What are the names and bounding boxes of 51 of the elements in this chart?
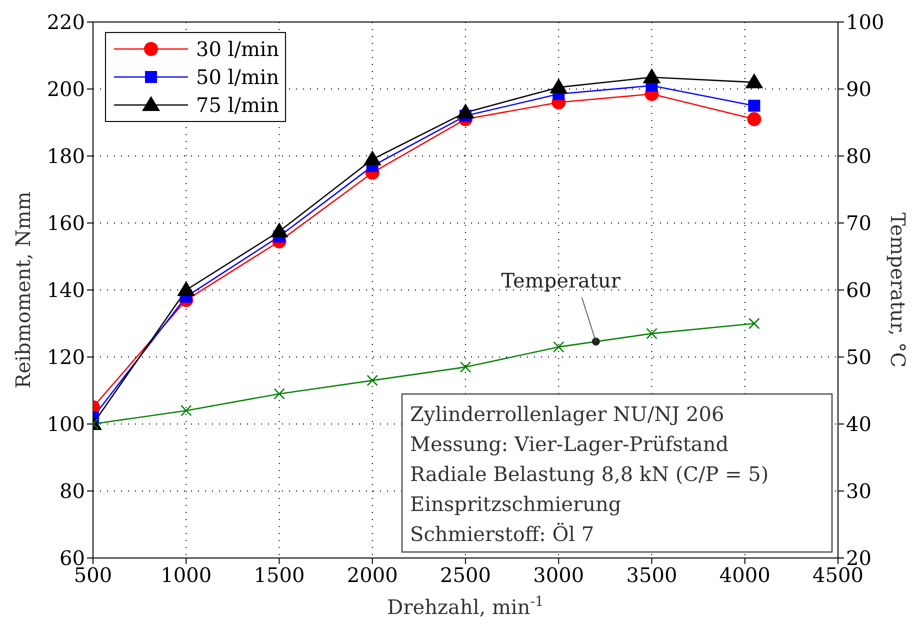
annotation: Messung: Vier-Lager-Prüfstand xyxy=(410,432,729,456)
point xyxy=(747,112,762,126)
y2-axis-title: Temperatur, °C xyxy=(886,212,910,368)
point xyxy=(180,404,192,416)
x-axis-title: Drehzahl, min$^{-1}$ xyxy=(387,594,544,619)
x-tick-label: 4000 xyxy=(719,563,770,588)
y-tick-label: 140 xyxy=(46,278,85,302)
point xyxy=(274,388,285,400)
y-tick-label: 80 xyxy=(60,479,85,504)
y-tick-label: 200 xyxy=(46,77,85,102)
point xyxy=(646,328,658,340)
y2-tick-label: 70 xyxy=(846,211,872,236)
y-axis-title: Reibmoment, Nmm xyxy=(11,191,35,388)
y-tick-label: 180 xyxy=(46,144,85,168)
y2-tick-label: 30 xyxy=(846,479,872,504)
point xyxy=(456,103,474,118)
annotation: Radiale Belastung 8,8 kN (C/P = 5) xyxy=(410,462,769,486)
x-tick-label: 3000 xyxy=(533,563,584,588)
y2-tick-label: 40 xyxy=(846,412,872,436)
legend-label: 75 l/min xyxy=(196,93,280,117)
y2-tick-label: 80 xyxy=(846,144,872,168)
x-tick-label: 2500 xyxy=(440,563,491,588)
y-tick-label: 120 xyxy=(46,345,85,370)
point xyxy=(363,150,382,166)
point xyxy=(366,374,378,386)
x-tick-label: 2000 xyxy=(346,563,398,588)
x-tick-label: 1500 xyxy=(254,563,305,588)
y2-tick-label: 50 xyxy=(846,345,872,370)
point xyxy=(748,318,760,330)
point xyxy=(748,100,760,112)
point xyxy=(270,222,288,238)
point xyxy=(177,281,196,296)
y-tick-label: 160 xyxy=(46,211,85,236)
y2-tick-label: 90 xyxy=(846,77,872,102)
annotation: Zylinderrollenlager NU/NJ 206 xyxy=(410,402,724,426)
legend-label: 30 l/min xyxy=(196,37,280,61)
y2-tick-label: 60 xyxy=(846,278,872,302)
x-tick-label: 3500 xyxy=(626,563,678,588)
annotation: Einspritzschmierung xyxy=(410,492,622,516)
point xyxy=(460,361,472,373)
point xyxy=(552,341,564,353)
point xyxy=(745,73,764,88)
legend-label: 50 l/min xyxy=(196,65,280,89)
y2-tick-label: 100 xyxy=(846,10,884,34)
y-tick-label: 220 xyxy=(46,10,85,34)
point xyxy=(642,68,661,84)
y-tick-label: 100 xyxy=(46,412,85,436)
text: Temperatur xyxy=(501,268,621,293)
x-tick-label: 1000 xyxy=(160,563,212,588)
point xyxy=(550,78,568,94)
annotation: Schmierstoff: Öl 7 xyxy=(410,522,594,546)
